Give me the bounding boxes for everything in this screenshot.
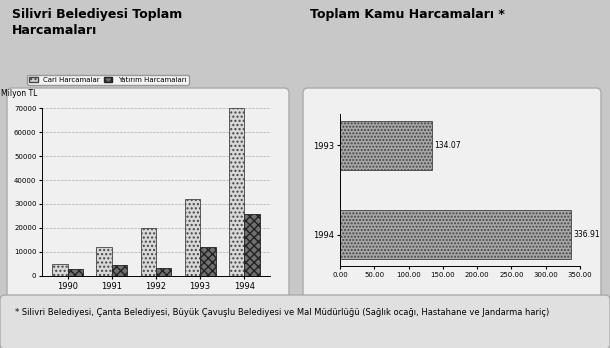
FancyBboxPatch shape [0, 295, 610, 348]
Text: 134.07: 134.07 [435, 141, 461, 150]
Bar [200, 247, 215, 276]
Bar [340, 121, 432, 170]
FancyBboxPatch shape [303, 88, 601, 298]
Text: * Silivri Belediyesi, Çanta Belediyesi, Büyük Çavuşlu Belediyesi ve Mal Müdürlüğ: * Silivri Belediyesi, Çanta Belediyesi, … [15, 308, 549, 317]
Bar [140, 228, 156, 276]
Bar [112, 265, 127, 276]
Bar [185, 199, 200, 276]
Text: Milyon TL: Milyon TL [1, 89, 37, 98]
Text: Silivri Belediyesi Toplam
Harcamaları: Silivri Belediyesi Toplam Harcamaları [12, 8, 182, 37]
Legend: Cari Harcamalar, Yatırım Harcamaları: Cari Harcamalar, Yatırım Harcamaları [27, 74, 188, 85]
FancyBboxPatch shape [7, 88, 289, 298]
Bar [52, 264, 68, 276]
Text: 336.91: 336.91 [574, 230, 600, 239]
Bar [68, 269, 83, 276]
Bar [229, 108, 244, 276]
Bar [340, 210, 571, 259]
Text: Toplam Kamu Harcamaları *: Toplam Kamu Harcamaları * [310, 8, 505, 21]
Bar [244, 214, 260, 276]
Bar [156, 268, 171, 276]
Bar [96, 247, 112, 276]
